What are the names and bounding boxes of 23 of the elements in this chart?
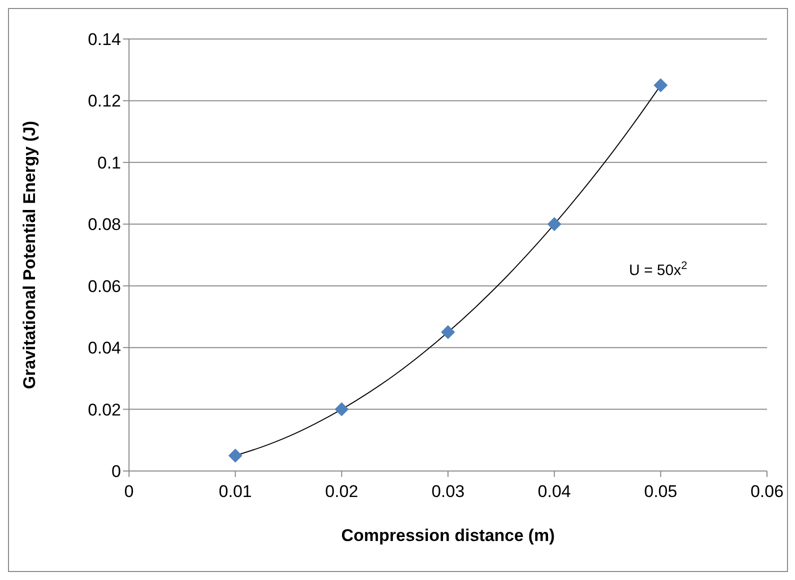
y-tick-label: 0.08: [88, 215, 121, 234]
y-tick-label: 0.02: [88, 400, 121, 420]
x-axis-title: Compression distance (m): [341, 526, 555, 545]
point: [228, 448, 242, 463]
x-tick-label: 0.03: [431, 482, 465, 502]
y-tick-label: 0.14: [88, 30, 121, 50]
x-tick-label: 0.02: [325, 482, 358, 502]
y-tick-label: 0: [112, 462, 121, 482]
y-axis-title: Gravitational Potential Energy (J): [20, 120, 40, 390]
x-tick-label: 0.04: [538, 482, 571, 502]
annotation: U = 50x$^{2}$: [629, 260, 688, 279]
point: [654, 78, 668, 92]
y-tick-label: 0.12: [88, 92, 121, 111]
point: [334, 402, 349, 416]
point: [547, 217, 562, 232]
y-tick-label: 0.1: [97, 153, 121, 172]
y-tick-label: 0.06: [88, 276, 121, 296]
x-tick-label: 0.05: [644, 482, 678, 502]
point: [441, 325, 455, 340]
x-tick-label: 0.06: [750, 482, 784, 502]
y-tick-label: 0.04: [88, 338, 121, 358]
x-tick-label: 0: [124, 482, 134, 502]
x-tick-label: 0.01: [218, 482, 252, 502]
